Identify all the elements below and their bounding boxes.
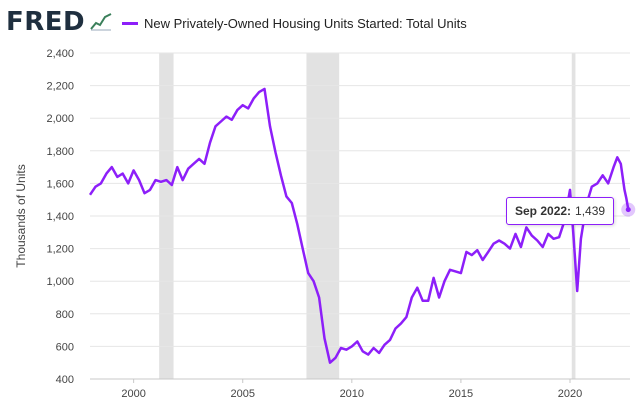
axes: 400 600 800 1,000 1,200 1,400 1,600 1,800 2,000 2… xyxy=(46,48,630,400)
y-tick-label: 600 xyxy=(56,341,74,353)
x-tick-label: 2010 xyxy=(340,388,364,400)
y-tick-label: 800 xyxy=(56,309,74,321)
y-tick-label: 1,400 xyxy=(46,211,74,223)
data-tooltip: Sep 2022: 1,439 xyxy=(506,197,615,225)
chart-header: FRED New Privately-Owned Housing Units S… xyxy=(0,0,644,42)
hover-point[interactable] xyxy=(625,207,631,213)
y-tick-label: 400 xyxy=(56,374,74,386)
legend[interactable]: New Privately-Owned Housing Units Starte… xyxy=(122,15,467,31)
y-tick-label: 2,400 xyxy=(46,48,74,60)
x-tick-label: 2020 xyxy=(558,388,582,400)
y-tick-label: 1,000 xyxy=(46,276,74,288)
y-tick-label: 1,800 xyxy=(46,146,74,158)
x-tick-label: 2005 xyxy=(230,388,254,400)
y-axis-label: Thousands of Units xyxy=(14,164,28,267)
x-tick-label: 2000 xyxy=(121,388,145,400)
legend-label: New Privately-Owned Housing Units Starte… xyxy=(144,15,467,31)
series xyxy=(88,87,636,364)
x-tick-label: 2015 xyxy=(449,388,473,400)
line-chart-icon xyxy=(90,13,112,31)
tooltip-date: Sep 2022: xyxy=(515,204,572,218)
fred-logo[interactable]: FRED xyxy=(6,7,86,37)
y-tick-label: 2,200 xyxy=(46,81,74,93)
tooltip-value: 1,439 xyxy=(575,204,606,218)
y-tick-label: 1,600 xyxy=(46,178,74,190)
y-tick-label: 1,200 xyxy=(46,244,74,256)
y-tick-label: 2,000 xyxy=(46,113,74,125)
series-line[interactable] xyxy=(88,87,630,364)
legend-swatch xyxy=(122,21,138,25)
